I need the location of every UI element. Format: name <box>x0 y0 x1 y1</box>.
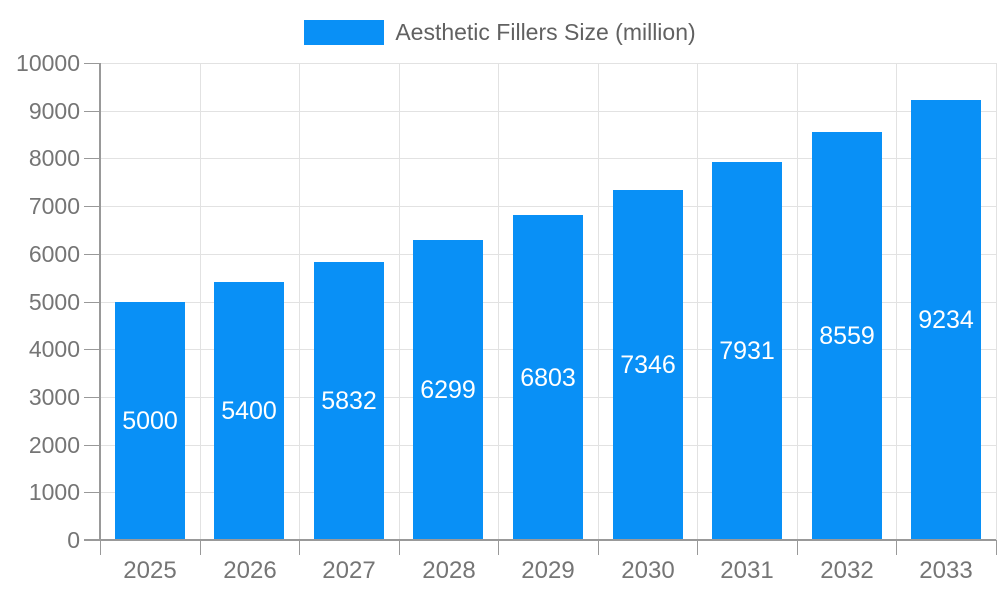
y-axis-label: 9000 <box>28 98 80 124</box>
y-axis-label: 7000 <box>28 193 80 219</box>
chart-legend: Aesthetic Fillers Size (million) <box>0 16 1000 48</box>
x-axis-baseline <box>84 539 996 541</box>
y-axis-line <box>99 63 101 540</box>
x-gridline <box>299 63 300 540</box>
x-axis-tick <box>100 540 101 555</box>
x-axis-label: 2028 <box>422 557 476 584</box>
y-axis-tick <box>84 349 100 350</box>
x-gridline <box>797 63 798 540</box>
y-axis-tick <box>84 302 100 303</box>
y-axis-label: 10000 <box>16 50 80 76</box>
y-axis-label: 8000 <box>28 145 80 171</box>
legend-swatch-icon <box>304 19 385 45</box>
y-axis-label: 2000 <box>28 432 80 458</box>
bar-value-label: 8559 <box>819 322 875 350</box>
y-axis-label: 6000 <box>28 241 80 267</box>
bar-value-label: 5000 <box>122 407 178 435</box>
x-axis-tick <box>598 540 599 555</box>
bar-2029[interactable] <box>513 215 583 540</box>
legend-label: Aesthetic Fillers Size (million) <box>395 18 696 45</box>
y-axis-tick <box>84 254 100 255</box>
bar-2031[interactable] <box>712 162 782 540</box>
bar-value-label: 7346 <box>620 351 676 379</box>
bar-value-label: 9234 <box>918 306 974 334</box>
x-gridline <box>498 63 499 540</box>
y-axis-tick <box>84 111 100 112</box>
x-axis-label: 2030 <box>621 557 675 584</box>
x-axis-tick <box>498 540 499 555</box>
x-axis-label: 2033 <box>919 557 973 584</box>
y-axis-tick <box>84 206 100 207</box>
y-gridline <box>100 111 996 112</box>
x-gridline <box>896 63 897 540</box>
y-axis-tick <box>84 445 100 446</box>
x-axis-label: 2031 <box>720 557 774 584</box>
x-gridline <box>598 63 599 540</box>
x-axis-tick <box>299 540 300 555</box>
y-axis-label: 3000 <box>28 384 80 410</box>
x-axis-tick <box>200 540 201 555</box>
bar-2033[interactable] <box>911 100 981 540</box>
x-axis-label: 2029 <box>521 557 575 584</box>
y-axis-tick <box>84 158 100 159</box>
bar-2032[interactable] <box>812 132 882 540</box>
y-axis-label: 5000 <box>28 289 80 315</box>
x-axis-label: 2032 <box>820 557 874 584</box>
y-gridline <box>100 63 996 64</box>
bar-value-label: 6803 <box>520 364 576 392</box>
bar-2026[interactable] <box>214 282 284 540</box>
y-axis-tick <box>84 397 100 398</box>
bar-value-label: 5400 <box>221 397 277 425</box>
x-gridline <box>697 63 698 540</box>
bar-2030[interactable] <box>613 190 683 540</box>
y-axis-label: 0 <box>67 527 80 553</box>
y-axis-tick <box>84 492 100 493</box>
bar-2027[interactable] <box>314 262 384 540</box>
x-axis-tick <box>996 540 997 555</box>
y-gridline <box>100 158 996 159</box>
x-axis-tick <box>797 540 798 555</box>
y-axis-label: 1000 <box>28 479 80 505</box>
x-gridline <box>200 63 201 540</box>
bar-value-label: 7931 <box>719 337 775 365</box>
y-gridline <box>100 206 996 207</box>
y-axis-tick <box>84 63 100 64</box>
x-axis-tick <box>896 540 897 555</box>
x-axis-tick <box>399 540 400 555</box>
x-gridline <box>399 63 400 540</box>
x-axis-label: 2027 <box>322 557 376 584</box>
x-axis-tick <box>697 540 698 555</box>
x-axis-label: 2026 <box>223 557 277 584</box>
bar-2028[interactable] <box>413 240 483 540</box>
bar-2025[interactable] <box>115 302 185 540</box>
bar-value-label: 5832 <box>321 387 377 415</box>
y-axis-label: 4000 <box>28 336 80 362</box>
x-gridline <box>996 63 997 540</box>
bar-value-label: 6299 <box>420 376 476 404</box>
x-axis-label: 2025 <box>123 557 177 584</box>
